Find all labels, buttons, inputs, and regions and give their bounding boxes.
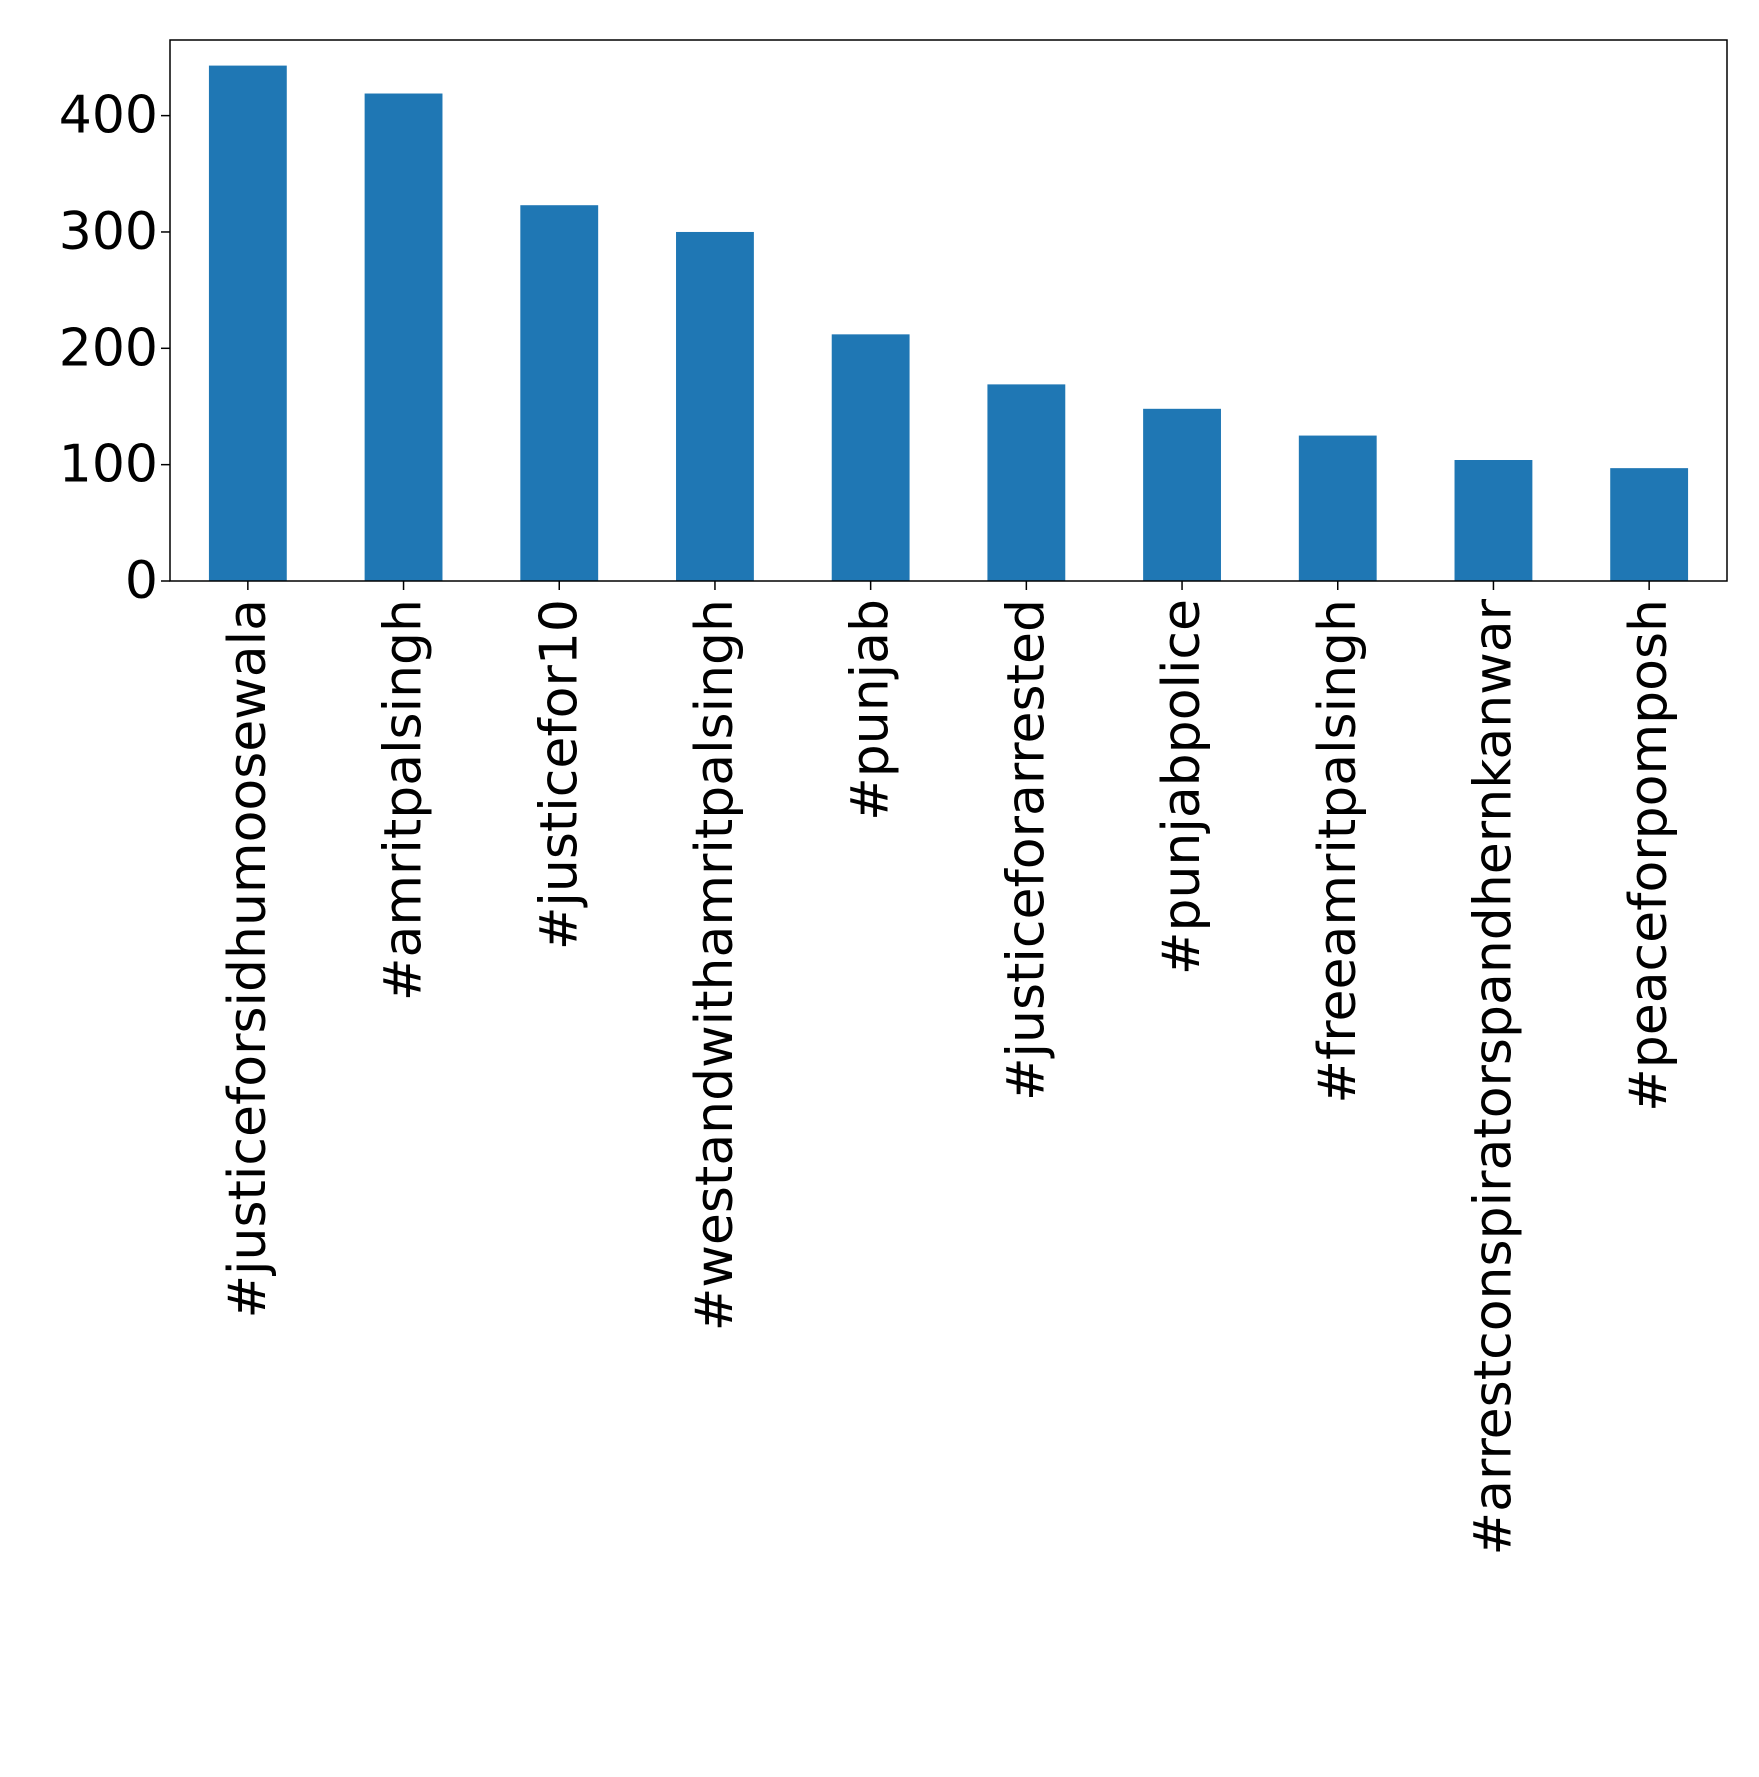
bar-7 (1298, 435, 1377, 581)
x-tick-label: #justicefor10 (529, 599, 589, 950)
x-tick-label: #arrestconspiratorspandhernkanwar (1463, 598, 1523, 1555)
plot-frame (169, 39, 1728, 582)
y-axis: 0 100 200 300 400 (59, 86, 170, 611)
y-tick-label: 300 (59, 202, 158, 262)
bar-9 (1610, 468, 1689, 581)
bars-group (208, 65, 1689, 581)
y-tick-label: 0 (125, 551, 158, 611)
x-tick-label: #justiceforarrested (996, 599, 1056, 1101)
bar-8 (1454, 460, 1533, 581)
bar-6 (1143, 408, 1221, 581)
y-tick-label: 400 (59, 86, 158, 146)
y-tick-label: 200 (59, 318, 158, 378)
bar-0 (208, 65, 287, 581)
x-tick-label: #peaceforpomposh (1619, 599, 1679, 1112)
bar-1 (364, 93, 443, 581)
y-tick-label: 100 (59, 435, 158, 495)
x-axis: #justiceforsidhumoosewala #amritpalsingh #… (218, 581, 1679, 1555)
x-tick-label: #westandwithamritpalsingh (685, 599, 745, 1331)
bar-4 (831, 334, 910, 581)
x-tick-label: #punjab (841, 599, 901, 821)
x-tick-label: #freeamritpalsingh (1308, 599, 1368, 1104)
bar-3 (676, 231, 754, 581)
x-tick-label: #justiceforsidhumoosewala (218, 599, 278, 1319)
bar-2 (520, 205, 599, 581)
x-tick-label: #amritpalsingh (374, 599, 434, 1001)
x-tick-label: #punjabpolice (1152, 599, 1212, 975)
bar-5 (987, 384, 1066, 581)
